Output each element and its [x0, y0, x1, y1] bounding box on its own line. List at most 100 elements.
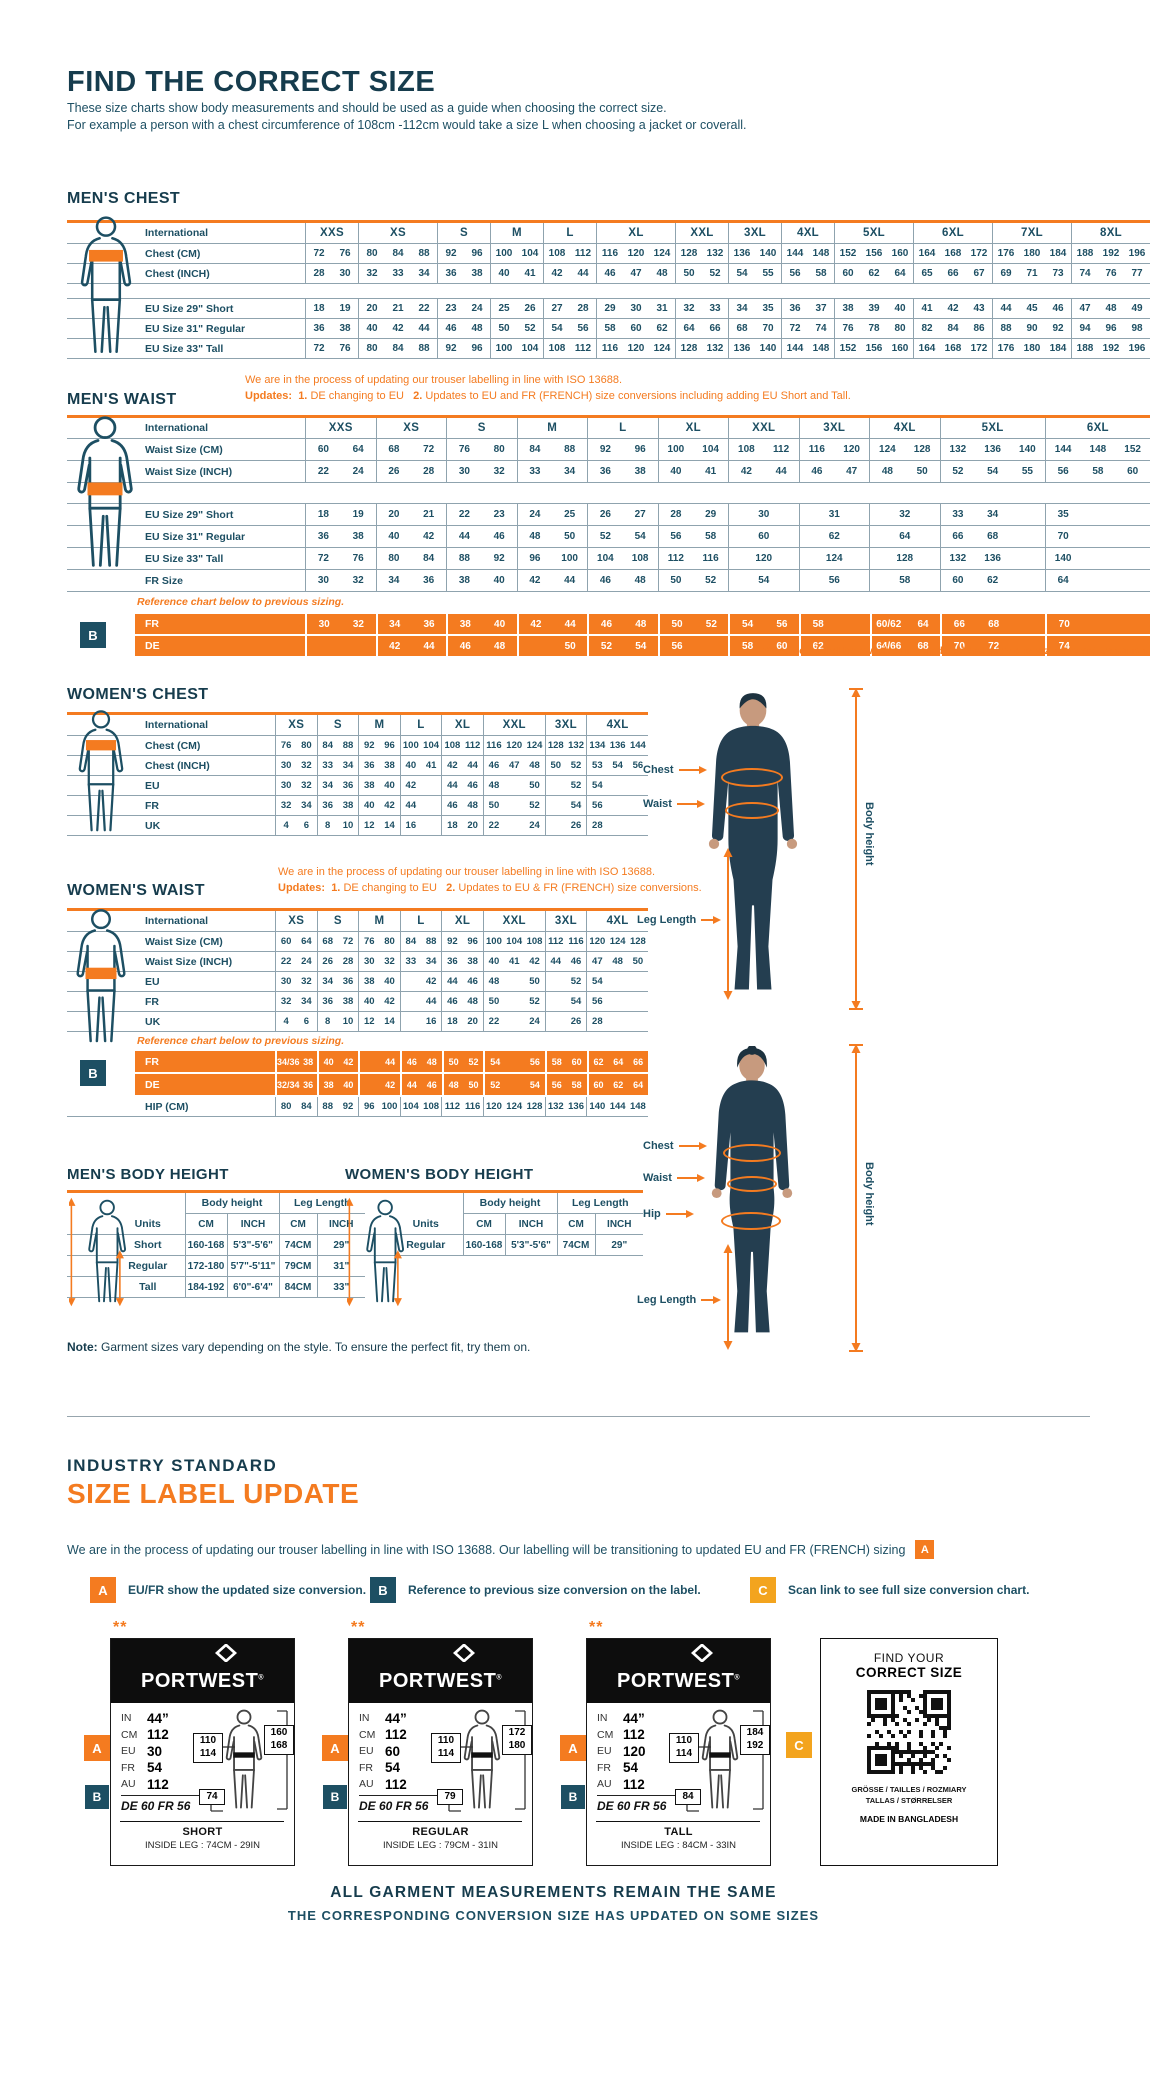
size-cell: 30 32	[275, 776, 317, 795]
size-value: 46	[445, 323, 457, 334]
size-value: 33	[709, 303, 721, 314]
size-value: 48	[656, 268, 668, 279]
size-value: 74	[1058, 640, 1070, 652]
industry-standard-kicker: INDUSTRY STANDARD	[67, 1456, 278, 1475]
size-value: 76	[1105, 268, 1117, 279]
size-value: 60	[280, 936, 292, 947]
size-value: 48	[488, 976, 500, 987]
size-value	[546, 776, 566, 795]
male-body-height-icon	[69, 1197, 131, 1307]
hip-measure-ring	[721, 1212, 781, 1230]
size-cell: 8 10	[316, 1012, 359, 1031]
size-cell: 36 38	[587, 461, 658, 482]
size-value: 38	[471, 268, 483, 279]
size-value	[401, 992, 421, 1011]
size-value: 116	[601, 343, 619, 354]
size-system: FR	[121, 1761, 135, 1774]
size-cell: XXL	[482, 715, 545, 735]
size-cell: 42	[358, 1074, 400, 1095]
womens-waist-table: International XS S M L XL XXL 3XL 4XL Waist Size …	[67, 908, 648, 1117]
size-value: 188	[1076, 343, 1094, 354]
size-value: 42	[384, 996, 395, 1007]
size-value: 48	[471, 323, 483, 334]
size-value: 124	[653, 248, 671, 259]
size-cell: 128 132	[675, 339, 728, 358]
size-value: 30	[280, 976, 292, 987]
size-value: 73	[1052, 268, 1064, 279]
table-row: Waist Size (INCH) 22 24 26 28 30 32 33 34 36 38 40 4…	[67, 461, 1150, 483]
size-value: 14	[384, 1016, 395, 1027]
size-value: 32	[384, 956, 395, 967]
size-value: 104	[702, 444, 719, 455]
size-cell: 34 36	[375, 614, 447, 634]
size-value: 46	[493, 531, 505, 542]
size-value: 58	[604, 323, 616, 334]
label-size-row: CM 112	[359, 1727, 407, 1744]
size-value: 24	[301, 956, 312, 967]
size-value: 44	[447, 780, 458, 791]
size-cell: 3XL	[728, 223, 781, 243]
size-cell: XS	[375, 418, 447, 438]
size-value: 62	[812, 640, 824, 652]
size-cell: 120 124 128	[586, 932, 648, 951]
size-cell: 82 84 86	[913, 319, 992, 338]
size-cell: 38 40	[446, 570, 517, 591]
size-value: 52	[570, 760, 582, 771]
size-cell: 44 46	[400, 1074, 442, 1095]
size-value	[1116, 614, 1150, 634]
size-value: 116	[601, 248, 619, 259]
size-value	[1010, 526, 1045, 547]
mens-waist-update-note: We are in the process of updating our tr…	[245, 372, 851, 404]
size-value: 120	[755, 553, 773, 564]
brand-name: PORTWEST®	[616, 1670, 740, 1692]
mens-body-height-heading: MEN'S BODY HEIGHT	[67, 1166, 229, 1183]
size-cell: 23 24	[437, 299, 490, 318]
size-value: 128	[680, 343, 698, 354]
size-value: 144	[629, 740, 646, 751]
size-cell: 58 60	[728, 636, 799, 656]
size-cell: 124 128	[869, 439, 940, 460]
size-value: 24	[529, 509, 541, 520]
size-value: 48	[1105, 303, 1117, 314]
size-value: 92	[363, 740, 375, 751]
size-value: 32	[352, 575, 364, 586]
portwest-logo: PORTWEST®	[587, 1639, 770, 1703]
size-cell: 56 58	[781, 264, 834, 283]
size-cell: 68 70	[728, 319, 781, 338]
size-cell: 8 10	[316, 816, 359, 835]
row-cells: 72 76 80 84 88 92 96 100 104 108 112 116 120 124 128 13…	[305, 244, 1150, 263]
size-value: 46	[426, 1079, 437, 1090]
size-cell: L	[543, 223, 596, 243]
size-cell: 152 156 160	[834, 244, 913, 263]
size-value: 62	[613, 1079, 624, 1090]
size-value: 24	[529, 820, 540, 831]
size-cell: 104 108	[587, 548, 658, 569]
label-figure: 110 114 172 180 79	[431, 1705, 532, 1817]
size-cell: 94 96 98	[1071, 319, 1150, 338]
size-value: 21	[423, 509, 435, 520]
diamond-logo-icon	[214, 1644, 238, 1662]
rule	[121, 1795, 201, 1796]
leg-length-arrow	[723, 848, 733, 1000]
size-cell: 60 62	[939, 570, 1045, 591]
size-value: 68	[736, 323, 748, 334]
waist-label: Waist	[643, 798, 705, 810]
size-value: 48	[426, 1056, 437, 1067]
size-value: 60	[758, 531, 770, 542]
fit-name: REGULAR	[412, 1826, 469, 1838]
row-label: EU	[145, 975, 160, 988]
size-value	[607, 972, 627, 991]
size-value: 48	[634, 575, 646, 586]
size-cell: 46 48	[587, 614, 658, 634]
size-cell: 48 50	[869, 461, 940, 482]
size-cell: 112 116	[441, 1097, 483, 1116]
size-value: 132	[949, 553, 967, 564]
row-cells: XS S M L XL XXL 3XL 4XL	[275, 715, 648, 735]
size-value: 56	[828, 575, 840, 586]
size-cell: 12 14	[358, 1012, 400, 1031]
size-value: 128	[680, 248, 698, 259]
size-value: 136	[984, 553, 1001, 564]
size-value: 44	[425, 996, 437, 1007]
badge-c: C	[786, 1732, 812, 1758]
